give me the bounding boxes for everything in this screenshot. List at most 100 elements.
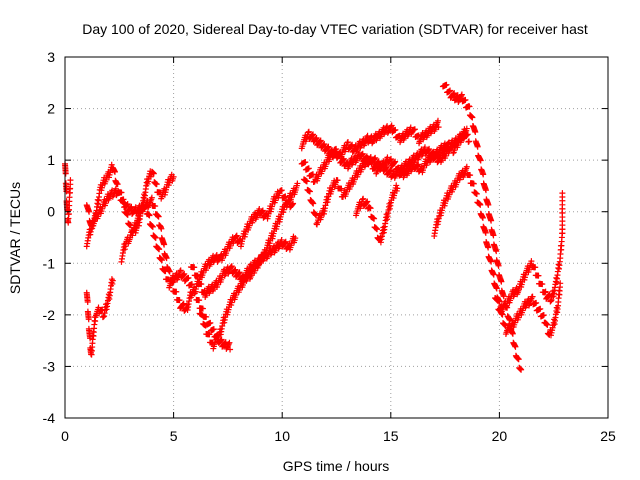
data-point-marker (500, 293, 507, 300)
data-point-marker (490, 271, 497, 278)
data-point-marker (158, 225, 165, 232)
data-point-marker (463, 163, 470, 170)
data-point-marker (537, 305, 544, 312)
y-tick-label: -4 (43, 410, 56, 426)
data-point-marker (302, 159, 309, 166)
data-point-marker (467, 172, 474, 179)
data-point-marker (310, 131, 317, 138)
data-point-marker (518, 366, 525, 373)
data-point-marker (306, 188, 313, 195)
x-tick-label: 5 (170, 428, 178, 444)
data-point-marker (493, 248, 500, 255)
data-point-marker (317, 137, 324, 144)
data-point-marker (155, 213, 162, 220)
data-point-marker (112, 185, 119, 192)
data-point-marker (458, 91, 465, 98)
data-point-marker (278, 237, 285, 244)
y-tick-label: 3 (47, 49, 55, 65)
axis-ticks: 0 5 10 15 20 25 -4 -3 -2 -1 0 1 2 3 (43, 49, 616, 444)
data-point-marker (84, 299, 91, 306)
data-point-marker (191, 264, 198, 271)
data-point-marker (472, 129, 479, 136)
data-point-marker (67, 177, 74, 184)
data-point-marker (434, 117, 441, 124)
data-point-marker (192, 288, 199, 295)
plot-frame (64, 56, 609, 419)
data-point-marker (148, 194, 155, 201)
data-point-marker (482, 229, 489, 236)
data-point-marker (485, 244, 492, 251)
data-point-marker (465, 138, 472, 145)
data-point-marker (367, 205, 374, 212)
data-point-marker (310, 200, 317, 207)
data-point-marker (482, 187, 489, 194)
series-track-n (492, 190, 566, 315)
data-point-marker (303, 178, 310, 185)
series-track-l (431, 163, 564, 339)
data-point-marker (411, 159, 418, 166)
data-point-marker (470, 180, 477, 187)
data-point-marker (447, 87, 454, 94)
data-point-marker (199, 305, 206, 312)
series-track-k (353, 182, 401, 246)
data-point-marker (85, 316, 92, 323)
data-point-marker (388, 123, 395, 130)
data-point-marker (225, 340, 232, 347)
data-point-marker (177, 267, 184, 274)
data-point-marker (369, 158, 376, 165)
series-track-b (83, 276, 116, 358)
data-point-marker (557, 280, 564, 287)
data-point-marker (384, 123, 391, 130)
data-point-marker (333, 145, 340, 152)
data-point-marker (446, 139, 453, 146)
data-point-marker (181, 270, 188, 277)
x-tick-label: 0 (61, 428, 69, 444)
data-point-marker (488, 258, 495, 265)
data-point-marker (194, 272, 201, 279)
data-point-marker (162, 268, 169, 275)
data-point-marker (305, 128, 312, 135)
x-tick-label: 25 (600, 428, 616, 444)
series-track-g (196, 180, 301, 352)
data-point-marker (466, 103, 473, 110)
data-point-marker (392, 126, 399, 133)
y-axis-title: SDTVAR / TECUs (7, 182, 23, 294)
data-markers (62, 81, 566, 373)
data-point-marker (388, 122, 395, 129)
series-track-d (83, 185, 297, 314)
data-point-marker (207, 319, 214, 326)
data-point-marker (152, 203, 159, 210)
data-point-marker (344, 139, 351, 146)
data-point-marker (480, 171, 487, 178)
series-track-e (118, 203, 234, 353)
data-point-marker (529, 293, 536, 300)
data-point-marker (474, 143, 481, 150)
data-point-marker (161, 241, 168, 248)
x-tick-label: 15 (383, 428, 399, 444)
data-point-marker (278, 187, 285, 194)
y-tick-label: -1 (43, 255, 56, 271)
data-point-marker (392, 158, 399, 165)
data-point-marker (495, 262, 502, 269)
data-point-marker (512, 343, 519, 350)
data-point-marker (395, 164, 402, 171)
data-point-marker (203, 313, 210, 320)
data-point-marker (340, 155, 347, 162)
data-point-marker (114, 181, 121, 188)
data-point-marker (535, 272, 542, 279)
data-point-marker (227, 346, 234, 353)
data-point-marker (338, 185, 345, 192)
data-point-marker (86, 208, 93, 215)
data-point-marker (371, 215, 378, 222)
y-tick-label: -2 (43, 307, 56, 323)
data-point-marker (163, 255, 170, 262)
data-point-marker (259, 207, 266, 214)
data-point-marker (236, 269, 243, 276)
data-point-marker (290, 200, 297, 207)
data-point-marker (124, 200, 131, 207)
data-point-marker (108, 161, 115, 168)
data-point-marker (202, 322, 209, 329)
y-tick-label: 0 (47, 204, 55, 220)
